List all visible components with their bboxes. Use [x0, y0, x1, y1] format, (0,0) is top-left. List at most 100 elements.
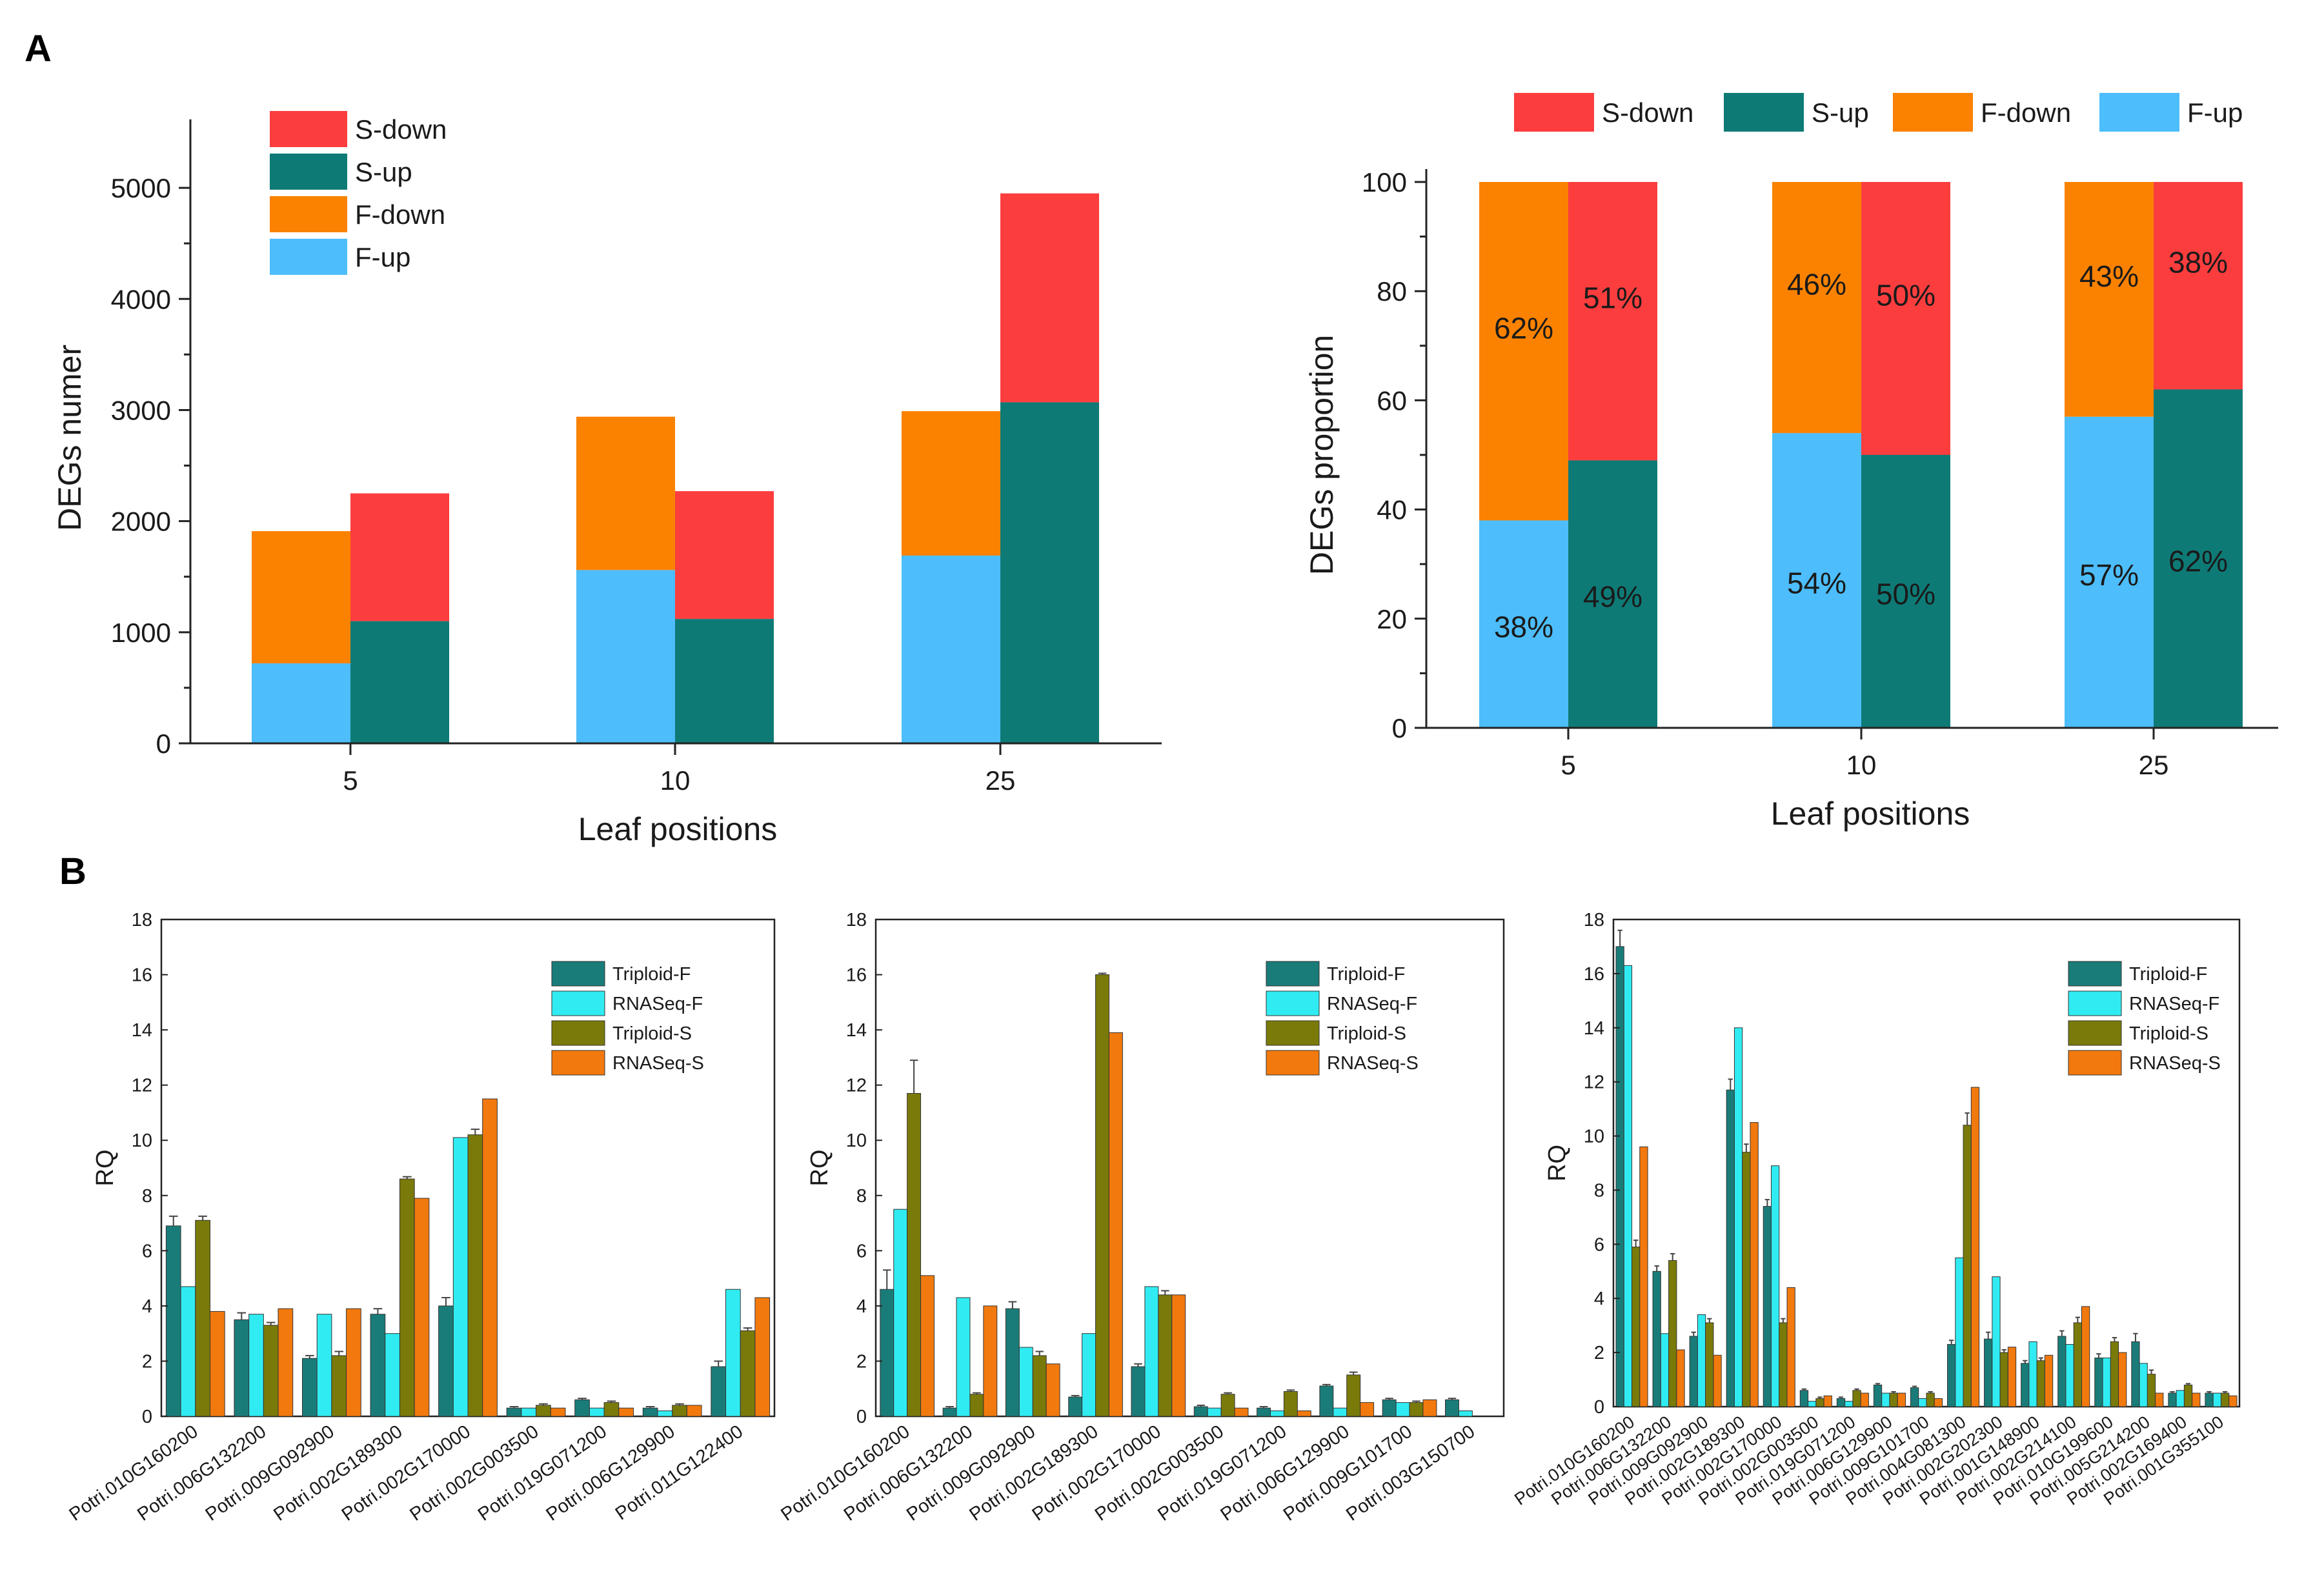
- bar-rnaseq-f-potri-009g092900: [1018, 1347, 1033, 1417]
- bar-rnaseq-s-potri-009g092900: [1046, 1363, 1060, 1417]
- legend-label-rnaseq-f: RNASeq-F: [612, 994, 703, 1014]
- data-label-s-down-25: 38%: [2168, 246, 2228, 279]
- y-tick-label: 5000: [111, 173, 171, 203]
- bar-s-up-25: [2154, 389, 2243, 728]
- bar-rnaseq-s-potri-006g129900: [1360, 1402, 1375, 1417]
- y-axis-title: DEGs numer: [52, 345, 88, 531]
- bar-triploid-f-potri-002g189300: [1068, 1396, 1083, 1417]
- bar-triploid-s-potri-005g214200: [2147, 1374, 2156, 1407]
- legend-swatch-f-up: [270, 239, 347, 275]
- bar-triploid-s-potri-001g148900: [2036, 1360, 2045, 1407]
- x-tick-label-25: 25: [2139, 750, 2169, 780]
- bar-triploid-s-potri-006g129900: [672, 1405, 687, 1417]
- bar-triploid-s-potri-010g160200: [195, 1220, 210, 1417]
- chart-rq-leaf-10: Potri.010G160200Potri.006G132200Potri.00…: [777, 910, 1505, 1525]
- y-tick-label: 1000: [111, 618, 171, 648]
- bar-triploid-f-potri-009g101700: [1382, 1399, 1397, 1417]
- bar-f-down-5: [252, 531, 350, 664]
- bar-rnaseq-s-potri-010g199600: [2118, 1352, 2127, 1407]
- legend-label-rnaseq-f: RNASeq-F: [2129, 994, 2219, 1014]
- legend-swatch-s-up: [270, 154, 347, 190]
- bar-rnaseq-s-potri-005g214200: [2155, 1392, 2164, 1407]
- y-tick-label: 6: [142, 1241, 152, 1261]
- bar-f-up-5: [1479, 520, 1568, 728]
- x-tick-label-potri-010g160200: Potri.010G160200: [66, 1421, 202, 1525]
- legend-label-triploid-f: Triploid-F: [612, 964, 691, 985]
- bar-rnaseq-f-potri-001g148900: [2028, 1341, 2037, 1407]
- y-axis-title: RQ: [1544, 1145, 1571, 1181]
- bar-rnaseq-s-potri-010g160200: [1639, 1146, 1648, 1407]
- y-tick-label: 0: [156, 728, 171, 759]
- y-tick-label: 8: [142, 1186, 152, 1207]
- chart-rq-leaf-25: Potri.010G160200Potri.006G132200Potri.00…: [1511, 910, 2241, 1509]
- bar-f-up-5: [252, 663, 350, 743]
- legend-label-s-down: S-down: [355, 114, 447, 145]
- x-axis-title: Leaf positions: [1771, 796, 1970, 832]
- bar-triploid-f-potri-010g160200: [880, 1289, 894, 1417]
- y-tick-label: 20: [1377, 604, 1407, 634]
- y-tick-label: 12: [1584, 1072, 1604, 1093]
- bar-triploid-f-potri-006g132200: [942, 1407, 957, 1417]
- legend-label-triploid-s: Triploid-S: [1327, 1023, 1406, 1044]
- bar-s-down-5: [350, 493, 449, 621]
- bar-triploid-s-potri-004g081300: [1963, 1125, 1972, 1407]
- bar-triploid-s-potri-002g003500: [1220, 1394, 1235, 1417]
- bar-rnaseq-s-potri-009g101700: [1422, 1399, 1437, 1417]
- bar-rnaseq-f-potri-006g132200: [1660, 1333, 1670, 1407]
- chart-rq-leaf-5: Potri.010G160200Potri.006G132200Potri.00…: [66, 910, 776, 1525]
- legend-label-rnaseq-s: RNASeq-S: [2129, 1053, 2221, 1074]
- bar-rnaseq-s-potri-002g170000: [1786, 1287, 1795, 1407]
- legend-swatch-rnaseq-f: [1266, 990, 1320, 1016]
- bar-triploid-s-potri-001g355100: [2220, 1392, 2230, 1407]
- bar-s-down-5: [1568, 182, 1657, 461]
- panel-label-b: B: [59, 850, 86, 892]
- bar-rnaseq-f-potri-009g092900: [1697, 1314, 1706, 1407]
- bar-triploid-f-potri-009g092900: [1005, 1308, 1020, 1417]
- y-tick-label: 18: [846, 910, 867, 930]
- legend-swatch-triploid-s: [2068, 1020, 2122, 1046]
- bar-triploid-f-potri-006g129900: [1319, 1385, 1334, 1417]
- bar-triploid-f-potri-002g202300: [1984, 1338, 1993, 1407]
- bar-rnaseq-f-potri-002g003500: [521, 1407, 537, 1417]
- legend-swatch-triploid-s: [551, 1020, 605, 1046]
- y-tick-label: 10: [132, 1130, 152, 1151]
- bar-rnaseq-f-potri-006g129900: [1881, 1392, 1890, 1407]
- bar-rnaseq-f-potri-002g003500: [1808, 1401, 1817, 1407]
- bar-rnaseq-f-potri-010g199600: [2102, 1358, 2111, 1407]
- bar-triploid-f-potri-005g214200: [2131, 1341, 2140, 1407]
- y-tick-label: 0: [856, 1407, 867, 1427]
- bar-rnaseq-s-potri-006g132200: [1676, 1349, 1685, 1407]
- y-tick-label: 12: [132, 1076, 152, 1096]
- bar-rnaseq-f-potri-002g189300: [385, 1333, 400, 1417]
- bar-rnaseq-f-potri-002g170000: [1144, 1286, 1159, 1417]
- bar-s-down-25: [2154, 182, 2243, 390]
- bar-triploid-f-potri-003g150700: [1445, 1399, 1459, 1417]
- data-label-s-up-10: 50%: [1876, 578, 1935, 611]
- bar-rnaseq-s-potri-011g122400: [754, 1297, 771, 1417]
- bar-triploid-s-potri-002g003500: [1815, 1398, 1824, 1407]
- y-tick-label: 60: [1377, 385, 1407, 416]
- bar-triploid-f-potri-002g170000: [1131, 1366, 1146, 1417]
- legend-swatch-f-down: [1893, 93, 1973, 132]
- legend-swatch-rnaseq-s: [2068, 1050, 2122, 1076]
- bar-triploid-s-potri-009g101700: [1409, 1402, 1424, 1417]
- bar-f-up-25: [2065, 416, 2154, 728]
- bar-triploid-s-potri-002g214100: [2073, 1322, 2083, 1407]
- bar-triploid-s-potri-009g092900: [1705, 1322, 1714, 1407]
- data-label-s-down-10: 50%: [1876, 279, 1935, 312]
- bar-triploid-f-potri-002g003500: [1799, 1390, 1809, 1407]
- bar-triploid-f-potri-002g189300: [370, 1314, 386, 1417]
- bar-triploid-s-potri-010g199600: [2110, 1341, 2119, 1407]
- y-tick-label: 3000: [111, 395, 171, 425]
- bar-triploid-f-potri-001g355100: [2205, 1392, 2214, 1407]
- bar-triploid-f-potri-011g122400: [711, 1366, 727, 1417]
- legend-swatch-triploid-f: [2068, 961, 2122, 987]
- bar-rnaseq-s-potri-002g189300: [1108, 1032, 1123, 1417]
- bar-rnaseq-f-potri-009g101700: [1395, 1402, 1410, 1417]
- legend-swatch-f-up: [2099, 93, 2179, 132]
- y-tick-label: 10: [1584, 1127, 1604, 1147]
- bar-rnaseq-f-potri-006g129900: [1333, 1407, 1348, 1417]
- bar-rnaseq-f-potri-002g189300: [1733, 1027, 1743, 1407]
- legend-label-rnaseq-s: RNASeq-S: [1327, 1053, 1419, 1074]
